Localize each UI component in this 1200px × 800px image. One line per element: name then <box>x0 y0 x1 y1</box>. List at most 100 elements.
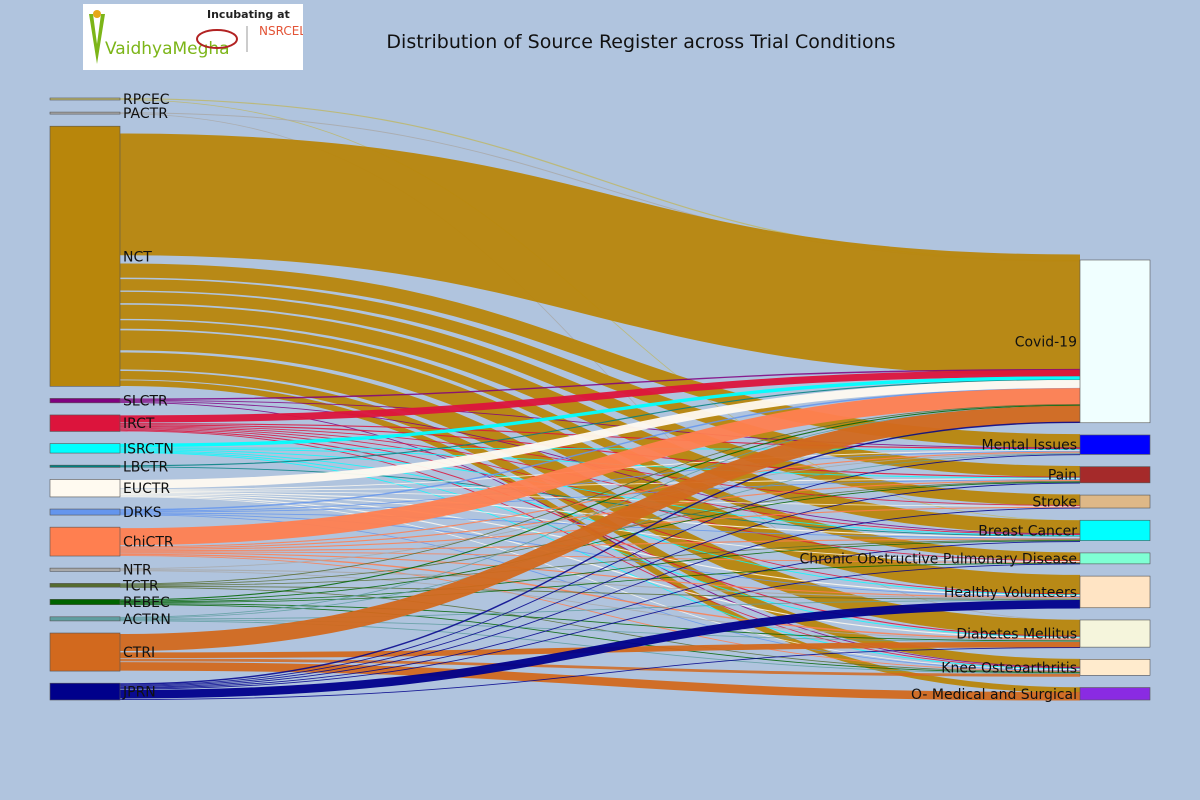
target-node-chronic-obstructive-pulmonary-disease <box>1079 552 1151 565</box>
target-label-knee-osteoarthritis: Knee Osteoarthritis <box>941 660 1077 676</box>
source-node-ctri <box>49 632 121 672</box>
target-label-diabetes-mellitus: Diabetes Mellitus <box>956 627 1077 643</box>
source-label-euctr: EUCTR <box>123 481 170 497</box>
target-label-breast-cancer: Breast Cancer <box>978 523 1077 539</box>
target-label-healthy-volunteers: Healthy Volunteers <box>944 585 1077 601</box>
source-node-actrn <box>49 616 121 622</box>
logo-partner-text: NSRCEL <box>259 24 303 38</box>
sankey-link-chictr-diabetes-mellitus <box>119 553 1081 640</box>
target-label-stroke: Stroke <box>1032 495 1077 511</box>
sankey-link-jprn-chronic-obstructive-pulmonary-disease <box>119 563 1081 690</box>
sankey-link-drks-pain <box>119 479 1081 513</box>
source-label-isrctn: ISRCTN <box>123 441 174 457</box>
target-node-mental-issues <box>1079 434 1151 455</box>
sankey-link-chictr-breast-cancer <box>119 538 1081 552</box>
sankey-link-jprn-breast-cancer <box>119 541 1081 689</box>
sankey-links <box>119 98 1081 701</box>
sankey-link-rebec-pain <box>119 481 1081 602</box>
source-node-euctr <box>49 479 121 498</box>
target-label-o-medical-and-surgical: O- Medical and Surgical <box>911 687 1077 703</box>
sankey-link-lbctr-breast-cancer <box>119 466 1081 537</box>
sankey-link-chictr-covid-19 <box>119 388 1081 546</box>
sankey-link-actrn-covid-19 <box>119 405 1081 618</box>
source-node-chictr <box>49 526 121 557</box>
sankey-link-tctr-breast-cancer <box>119 539 1081 586</box>
sankey-link-chictr-mental-issues <box>119 451 1081 548</box>
sankey-link-euctr-stroke <box>119 490 1081 507</box>
source-label-ntr: NTR <box>123 563 152 579</box>
source-label-rebec: REBEC <box>123 595 170 611</box>
source-label-actrn: ACTRN <box>123 612 171 628</box>
target-node-covid-19 <box>1079 259 1151 424</box>
source-node-isrctn <box>49 443 121 454</box>
sankey-link-actrn-healthy-volunteers <box>119 599 1081 620</box>
sankey-nodes <box>49 97 1151 701</box>
sankey-link-drks-healthy-volunteers <box>119 513 1081 597</box>
source-label-nct: NCT <box>123 249 152 265</box>
sankey-link-euctr-covid-19 <box>119 379 1081 489</box>
logo-tagline: Incubating at <box>207 8 290 21</box>
logo-graphic: VaidhyaMegha Incubating at NSRCEL <box>89 8 303 64</box>
sankey-link-tctr-covid-19 <box>119 404 1081 585</box>
source-node-lbctr <box>49 464 121 468</box>
sankey-link-lbctr-covid-19 <box>119 379 1081 467</box>
target-node-pain <box>1079 466 1151 484</box>
sankey-link-rebec-diabetes-mellitus <box>119 603 1081 642</box>
sankey-link-euctr-pain <box>119 478 1081 491</box>
sankey-link-isrctn-breast-cancer <box>119 449 1081 536</box>
source-node-slctr <box>49 398 121 404</box>
sankey-link-isrctn-knee-osteoarthritis <box>119 452 1081 670</box>
sankey-link-jprn-pain <box>119 482 1081 687</box>
sankey-link-rebec-covid-19 <box>119 404 1081 601</box>
sankey-link-chictr-chronic-obstructive-pulmonary-disease <box>119 551 1081 563</box>
sankey-link-irct-pain <box>119 424 1081 478</box>
source-label-slctr: SLCTR <box>123 394 168 410</box>
source-node-tctr <box>49 583 121 588</box>
sankey-link-jprn-stroke <box>119 507 1081 688</box>
source-label-jprn: JPRN <box>122 685 156 701</box>
sankey-link-drks-mental-issues <box>119 450 1081 512</box>
sankey-link-irct-knee-osteoarthritis <box>119 430 1081 669</box>
source-node-irct <box>49 414 121 432</box>
sankey-link-jprn-covid-19 <box>119 421 1081 685</box>
source-label-ctri: CTRI <box>123 645 155 661</box>
sankey-link-chictr-pain <box>119 479 1081 549</box>
sankey-link-slctr-covid-19 <box>119 368 1081 400</box>
sankey-link-slctr-mental-issues <box>119 400 1081 449</box>
target-node-stroke <box>1079 494 1151 509</box>
logo-brand-text: VaidhyaMegha <box>105 39 230 59</box>
target-node-diabetes-mellitus <box>1079 619 1151 648</box>
sankey-link-ntr-healthy-volunteers <box>119 569 1081 600</box>
sankey-link-drks-covid-19 <box>119 387 1081 511</box>
source-label-pactr: PACTR <box>123 106 168 122</box>
sankey-link-chictr-healthy-volunteers <box>119 552 1081 599</box>
sankey-link-tctr-knee-osteoarthritis <box>119 586 1081 673</box>
source-node-nct <box>49 125 121 387</box>
sankey-link-ntr-diabetes-mellitus <box>119 570 1081 641</box>
source-label-irct: IRCT <box>123 416 155 432</box>
chart-title: Distribution of Source Register across T… <box>386 31 896 53</box>
source-label-chictr: ChiCTR <box>123 535 174 551</box>
source-label-drks: DRKS <box>123 505 162 521</box>
source-label-rpcec: RPCEC <box>123 92 170 108</box>
sankey-link-irct-covid-19 <box>119 369 1081 423</box>
sankey-link-isrctn-covid-19 <box>119 376 1081 448</box>
sankey-link-chictr-knee-osteoarthritis <box>119 555 1081 672</box>
target-label-mental-issues: Mental Issues <box>982 438 1077 454</box>
sankey-link-rebec-chronic-obstructive-pulmonary-disease <box>119 562 1081 604</box>
sankey-link-rebec-breast-cancer <box>119 540 1081 603</box>
sankey-link-nct-breast-cancer <box>119 304 1081 535</box>
target-node-healthy-volunteers <box>1079 575 1151 609</box>
vaidhyamegha-logo: VaidhyaMegha Incubating at NSRCEL <box>83 4 303 70</box>
target-node-o-medical-and-surgical <box>1079 687 1151 701</box>
sankey-link-nct-covid-19 <box>119 133 1081 377</box>
source-node-rebec <box>49 599 121 605</box>
source-label-lbctr: LBCTR <box>123 459 168 475</box>
target-label-covid-19: Covid-19 <box>1015 334 1077 350</box>
target-node-knee-osteoarthritis <box>1079 659 1151 676</box>
sankey-link-ctri-covid-19 <box>119 405 1081 652</box>
source-node-rpcec <box>49 97 121 101</box>
source-node-drks <box>49 508 121 516</box>
sankey-link-jprn-mental-issues <box>119 454 1081 686</box>
